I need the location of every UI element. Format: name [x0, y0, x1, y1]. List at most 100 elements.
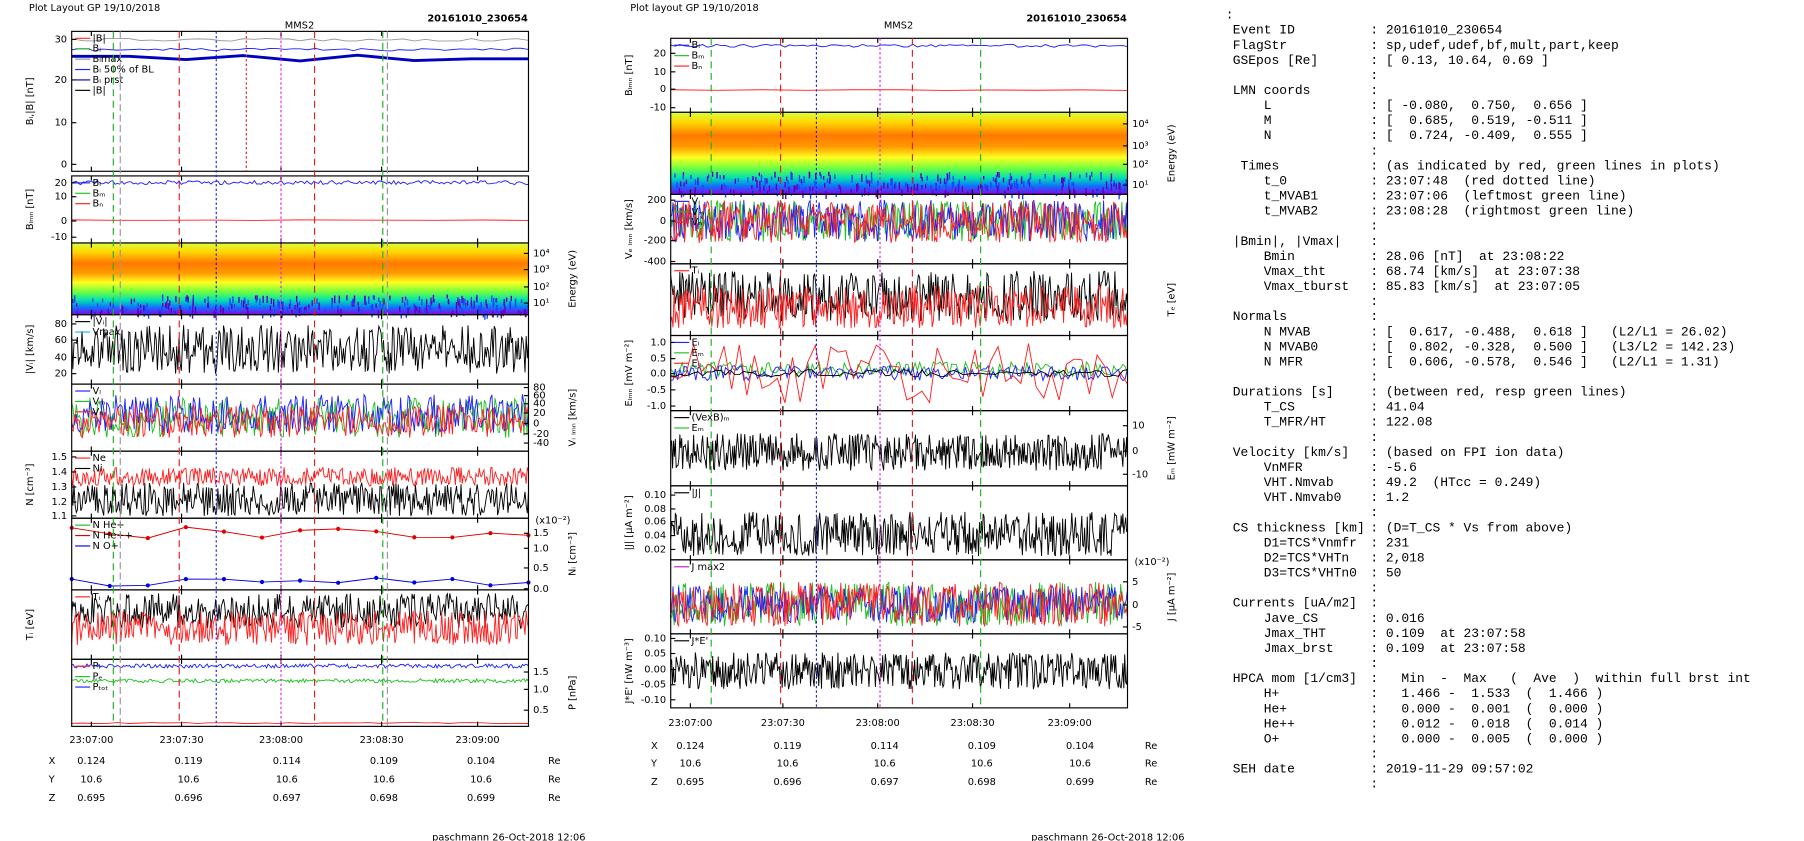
- spectrogram-speck: [784, 181, 786, 188]
- info-value: : 28.06 [nT] at 23:08:22: [1370, 249, 1564, 264]
- spectrogram-speck: [247, 299, 249, 306]
- spectrogram-speck: [894, 181, 897, 190]
- spectrogram-speck: [948, 172, 951, 180]
- spectrogram-speck: [1105, 181, 1108, 189]
- position-value: 10.6: [679, 758, 701, 769]
- info-value: :: [1226, 8, 1234, 23]
- trace: [670, 199, 1128, 244]
- spectrogram-speck: [399, 306, 401, 312]
- spectrogram-speck: [1072, 182, 1075, 188]
- spectrogram-speck: [295, 309, 297, 318]
- position-value: 0.119: [174, 756, 202, 767]
- position-value: 0.698: [968, 777, 996, 788]
- spectrogram-speck: [462, 297, 465, 306]
- spectrogram-speck: [121, 305, 123, 313]
- panel-frame: [71, 658, 530, 727]
- info-label: O+: [1233, 731, 1280, 746]
- info-value: : 41.04: [1370, 400, 1425, 415]
- spectrogram-speck: [262, 295, 264, 303]
- info-value: : (D=T_CS * Vs from above): [1370, 520, 1572, 535]
- spectrogram-speck: [954, 187, 957, 193]
- spectrogram-speck: [946, 178, 948, 184]
- info-label: Jmax_THT: [1233, 626, 1326, 641]
- info-value: :: [1370, 596, 1378, 611]
- spectrogram-speck: [455, 301, 458, 310]
- spectrogram-speck: [414, 305, 416, 312]
- spectrogram-speck: [871, 177, 873, 184]
- spectrogram-speck: [269, 305, 272, 313]
- spectrogram-speck: [465, 302, 467, 308]
- spectrogram-speck: [961, 185, 964, 193]
- spectrogram-speck: [798, 175, 801, 183]
- spectrogram-speck: [931, 190, 934, 196]
- spectrogram-speck: [992, 177, 995, 182]
- legend-label: |Vᵢ|: [93, 317, 108, 328]
- spectrogram-speck: [1017, 183, 1019, 192]
- trace: [71, 404, 529, 439]
- position-unit: Re: [548, 793, 560, 804]
- y-tick-label: -0.5: [647, 385, 666, 396]
- legend-label: Bₗ: [692, 40, 701, 51]
- spectrogram-speck: [286, 307, 288, 314]
- spectrogram-speck: [389, 295, 391, 301]
- position-label: X: [651, 741, 658, 752]
- trace-marker: [221, 577, 227, 582]
- y-tick-label: 40: [55, 352, 68, 363]
- trace: [670, 342, 1128, 404]
- info-value: :: [1370, 777, 1378, 792]
- y-tick-label: 60: [55, 335, 68, 346]
- spectrogram-speck: [1079, 174, 1081, 179]
- spectrogram-speck: [510, 295, 513, 301]
- spectrogram-speck: [823, 182, 826, 188]
- spectrogram-speck: [1102, 191, 1105, 200]
- spectrogram-speck: [478, 305, 480, 313]
- trace-marker: [336, 580, 341, 585]
- spectrogram-speck: [1010, 184, 1012, 190]
- trace: [71, 466, 529, 487]
- spectrogram-speck: [868, 180, 871, 187]
- legend-label: Bₗ: [93, 44, 102, 55]
- spectrogram-speck: [298, 307, 301, 317]
- spectrogram-speck: [982, 176, 985, 180]
- event-id: 20161010_230654: [1026, 14, 1127, 25]
- y-tick-label: 0.10: [644, 633, 666, 644]
- spectrogram-speck: [100, 309, 103, 314]
- y-tick-label: 0.5: [533, 705, 549, 716]
- info-value: : 231: [1370, 535, 1409, 550]
- spectrogram-speck: [1053, 175, 1055, 182]
- spectrogram-speck: [74, 295, 76, 303]
- trace-marker: [488, 531, 493, 536]
- info-label: D3=TCS*VHTn0: [1233, 566, 1357, 581]
- spectrogram-speck: [1099, 189, 1102, 194]
- spectrogram-speck: [232, 296, 234, 304]
- time-label: 23:08:00: [259, 735, 303, 746]
- spectrogram-speck: [1073, 188, 1075, 196]
- spectrogram-speck: [377, 297, 380, 302]
- spectrogram-speck: [375, 303, 377, 308]
- spectrogram-speck: [786, 176, 788, 181]
- spectrogram-speck: [433, 299, 436, 303]
- trace: [670, 270, 1128, 322]
- spectrogram-speck: [733, 189, 735, 196]
- spectrogram-speck: [850, 188, 852, 193]
- trace-marker: [298, 578, 303, 583]
- position-value: 0.696: [773, 777, 801, 788]
- spectrogram-speck: [243, 297, 246, 304]
- spectrogram-speck: [1028, 182, 1031, 187]
- spectrogram-speck: [256, 295, 258, 301]
- info-value: :: [1370, 219, 1378, 234]
- spectrogram-speck: [751, 190, 754, 196]
- spectrogram-speck: [147, 309, 150, 315]
- trace: [670, 652, 1128, 690]
- spectrogram-speck: [809, 186, 811, 192]
- spectrogram-speck: [930, 184, 932, 191]
- info-label: N MVAB: [1233, 324, 1311, 339]
- spectrogram-speck: [1071, 182, 1073, 186]
- info-label: D1=TCS*Vnmfr: [1233, 535, 1357, 550]
- spectrogram-speck: [233, 303, 236, 308]
- spectrogram-speck: [1063, 177, 1066, 182]
- y-tick-label: 80: [533, 383, 546, 394]
- spectrogram-speck: [446, 294, 448, 299]
- info-label: VnMFR: [1233, 460, 1303, 475]
- spectrogram-speck: [282, 301, 284, 307]
